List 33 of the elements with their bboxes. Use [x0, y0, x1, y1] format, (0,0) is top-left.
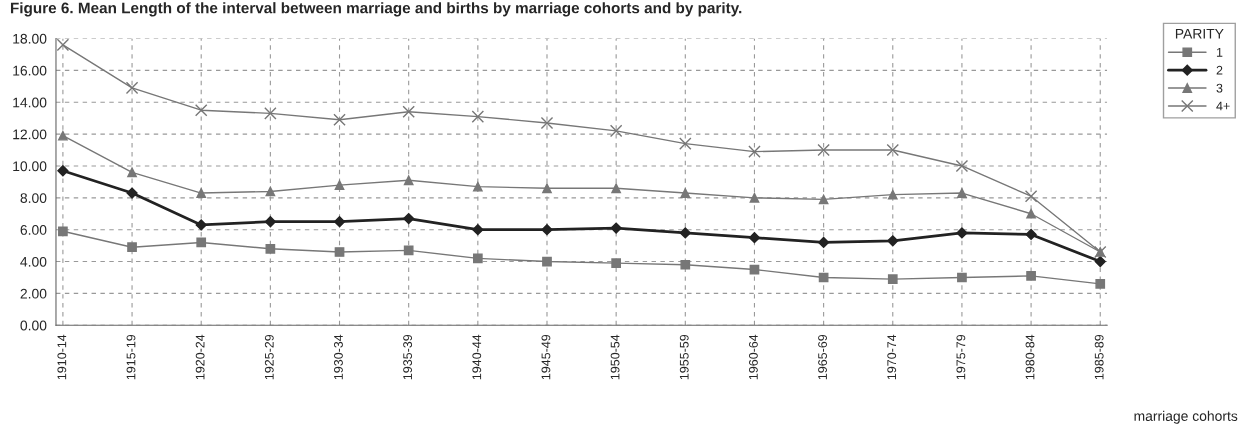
- y-tick-label: 12.00: [13, 129, 47, 140]
- y-tick-label: 6.00: [20, 225, 47, 235]
- x-tick-label: 1970-74: [887, 334, 897, 380]
- x-tick-label: 1955-59: [679, 334, 689, 380]
- legend-label: 1: [1216, 48, 1223, 57]
- chart-title: Figure 6. Mean Length of the interval between marriage and births by marriage cohorts and by parity.: [10, 2, 742, 17]
- x-tick-label: 1975-79: [956, 334, 966, 380]
- y-tick-label: 16.00: [13, 65, 47, 76]
- x-tick-label: 1915-19: [126, 334, 136, 380]
- legend-title: PARITY: [1175, 28, 1224, 39]
- legend-label: 3: [1216, 83, 1223, 93]
- x-tick-label: 1925-29: [264, 334, 274, 380]
- x-tick-label: 1920-24: [195, 334, 205, 380]
- x-tick-label: 1950-54: [610, 334, 620, 380]
- y-tick-label: 8.00: [20, 193, 47, 203]
- y-tick-label: 2.00: [20, 288, 47, 299]
- x-tick-label: 1985-89: [1094, 334, 1104, 380]
- x-tick-label: 1965-69: [818, 334, 827, 380]
- y-tick-label: 14.00: [13, 97, 47, 108]
- legend-label: 2: [1216, 65, 1223, 75]
- x-tick-label: 1910-14: [57, 334, 67, 380]
- x-tick-label: 1935-39: [403, 334, 413, 380]
- y-tick-label: 0.00: [20, 320, 47, 331]
- x-tick-label: 1945-49: [541, 334, 551, 380]
- y-tick-label: 10.00: [13, 161, 47, 172]
- x-tick-label: 1980-84: [1025, 334, 1035, 380]
- y-tick-label: 18.00: [13, 33, 47, 44]
- x-axis-title: marriage cohorts: [1134, 410, 1238, 424]
- x-tick-label: 1940-44: [472, 334, 482, 380]
- y-tick-label: 4.00: [20, 256, 47, 267]
- legend-label: 4+: [1216, 101, 1230, 111]
- x-tick-label: 1930-34: [334, 334, 343, 380]
- x-tick-label: 1960-64: [748, 334, 758, 380]
